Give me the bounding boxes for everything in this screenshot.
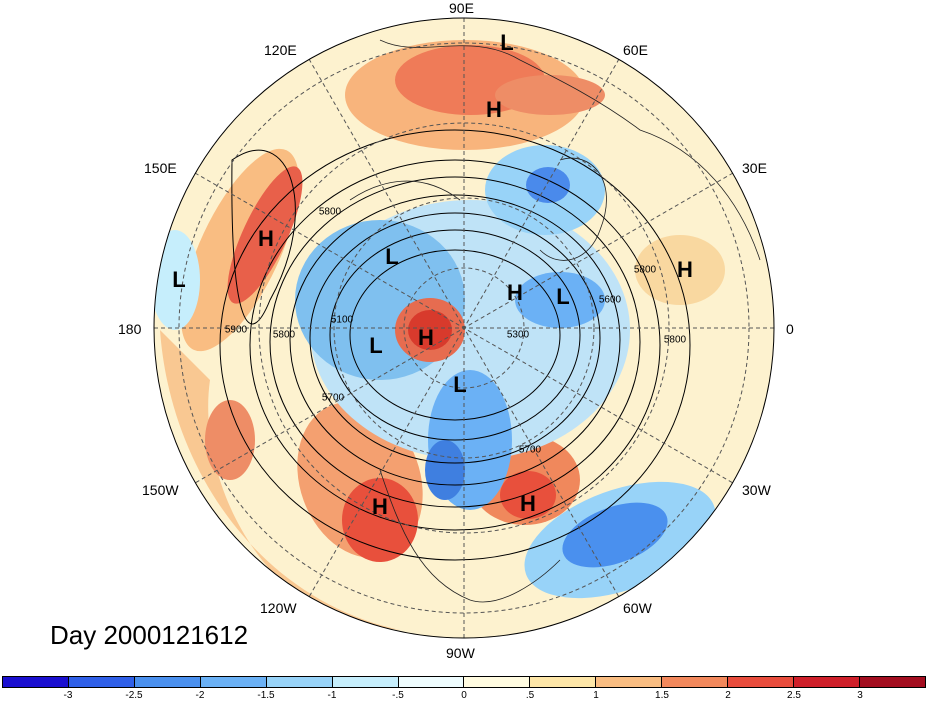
lon-label-120e: 120E — [264, 42, 297, 58]
low-center: L — [369, 333, 383, 358]
low-center: L — [172, 267, 186, 292]
lon-label-30e: 30E — [742, 160, 767, 176]
lon-label-120w: 120W — [260, 600, 297, 616]
anomaly-field — [154, 18, 774, 638]
colorbar-tick-label: 3 — [857, 690, 863, 701]
colorbar-segment — [530, 677, 597, 687]
high-center: H — [486, 97, 502, 122]
contour-label: 5800 — [318, 206, 342, 218]
map-boundary — [153, 17, 775, 639]
contour-label: 5300 — [506, 329, 530, 341]
lon-label-90e: 90E — [449, 0, 474, 16]
lon-label-90w: 90W — [446, 645, 475, 661]
colorbar-tick-label: 2.5 — [787, 690, 801, 701]
contour-label: 5800 — [633, 264, 657, 276]
colorbar-tick-label: 1.5 — [655, 690, 669, 701]
high-center: H — [520, 491, 536, 516]
colorbar-tick-label: 2 — [725, 690, 731, 701]
high-center: H — [372, 494, 388, 519]
colorbar-segment — [134, 677, 201, 687]
colorbar-tick-label: -3 — [63, 690, 73, 701]
high-center: H — [507, 280, 523, 305]
colorbar-segment — [728, 677, 795, 687]
lon-label-150e: 150E — [144, 160, 177, 176]
colorbar-tick-label: -1 — [327, 690, 337, 701]
colorbar-segment — [3, 677, 69, 687]
low-center: L — [453, 372, 467, 397]
colorbar-segment — [266, 677, 333, 687]
colorbar-tick-label: -1.5 — [257, 690, 275, 701]
contour-label: 5700 — [321, 392, 345, 404]
colorbar-tick-label: 1 — [593, 690, 599, 701]
colorbar-segment — [596, 677, 663, 687]
colorbar-tick-label: -2.5 — [125, 690, 143, 701]
colorbar-segment — [662, 677, 729, 687]
contour-label: 5900 — [224, 324, 248, 336]
colorbar-tick-label: 0 — [461, 690, 467, 701]
colorbar-segment — [332, 677, 399, 687]
low-center: L — [500, 30, 514, 55]
colorbar-tick-label: -2 — [195, 690, 205, 701]
lon-label-60w: 60W — [623, 600, 652, 616]
low-center: L — [385, 244, 399, 269]
low-center: L — [556, 284, 570, 309]
lon-label-0: 0 — [786, 321, 794, 337]
colorbar-segment — [464, 677, 531, 687]
contour-label: 5700 — [518, 444, 542, 456]
colorbar-segment — [68, 677, 135, 687]
colorbar-segment — [794, 677, 860, 687]
contour-label: 5600 — [598, 294, 622, 306]
high-center: H — [677, 257, 693, 282]
lon-label-150w: 150W — [142, 482, 179, 498]
colorbar — [2, 676, 926, 688]
lon-label-60e: 60E — [623, 42, 648, 58]
contour-label: 5800 — [272, 329, 296, 341]
lon-label-180: 180 — [118, 321, 142, 337]
colorbar-segment — [200, 677, 267, 687]
colorbar-tick-label: -.5 — [392, 690, 404, 701]
colorbar-segment — [859, 677, 925, 687]
contour-label: 5100 — [330, 314, 354, 326]
lon-label-30w: 30W — [742, 482, 771, 498]
map-date-title: Day 2000121612 — [50, 620, 249, 650]
contour-label: 5800 — [663, 334, 687, 346]
graticule — [154, 18, 774, 638]
high-center: H — [258, 226, 274, 251]
high-center: H — [418, 325, 434, 350]
colorbar-tick-label: .5 — [525, 690, 535, 701]
colorbar-segment — [398, 677, 465, 687]
